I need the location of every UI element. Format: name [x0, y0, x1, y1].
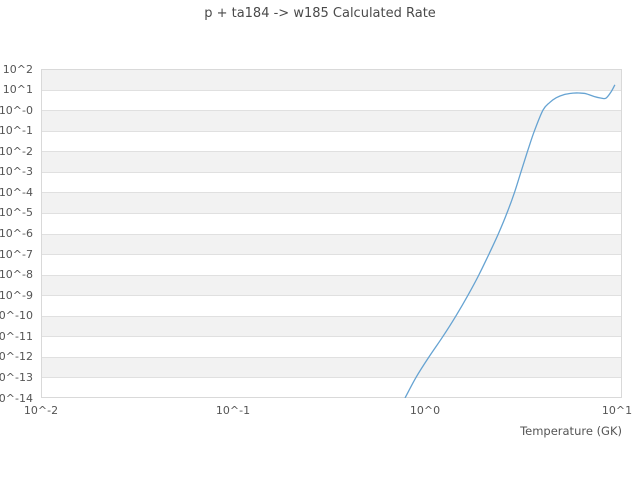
y-tick-label: 10^-5 — [0, 206, 33, 220]
x-axis-title: Temperature (GK) — [520, 424, 622, 438]
x-tick-label: 10^-1 — [215, 404, 251, 417]
y-tick-label: 10^-10 — [0, 309, 33, 323]
gridline — [42, 130, 621, 132]
plot-band — [42, 356, 621, 378]
gridline — [42, 295, 621, 297]
x-tick-label: 10^0 — [409, 404, 441, 417]
gridline — [42, 356, 621, 358]
plot-band — [42, 110, 621, 131]
gridline — [42, 192, 621, 194]
y-tick-label: 10^-0 — [0, 103, 33, 117]
gridline — [42, 171, 621, 173]
plot-band — [42, 377, 621, 397]
y-tick-label: 10^-4 — [0, 185, 33, 199]
gridline — [42, 89, 621, 91]
plot-band — [42, 233, 621, 255]
plot-band — [42, 171, 621, 193]
gridline — [42, 254, 621, 256]
plot-band — [42, 192, 621, 213]
plot-area — [41, 69, 622, 398]
gridline — [42, 315, 621, 317]
gridline — [42, 151, 621, 153]
y-tick-label: 10^-6 — [0, 227, 33, 240]
gridline — [42, 274, 621, 276]
y-tick-label: 10^-8 — [0, 268, 33, 282]
plot-band — [42, 274, 621, 296]
gridline — [42, 233, 621, 235]
y-tick-label: 10^-3 — [0, 165, 33, 179]
y-tick-label: 10^-7 — [0, 247, 33, 261]
y-tick-label: 10^2 — [2, 62, 33, 76]
y-tick-label: 10^-13 — [0, 370, 33, 384]
y-tick-label: 10^-1 — [0, 124, 33, 138]
gridline — [42, 110, 621, 112]
y-tick-label: 10^-9 — [0, 288, 33, 302]
y-tick-label: 10^-14 — [0, 391, 33, 405]
y-tick-label: 10^1 — [2, 83, 33, 97]
gridline — [42, 377, 621, 379]
plot-band — [42, 151, 621, 172]
gridline — [42, 212, 621, 214]
y-tick-label: 10^-11 — [0, 329, 33, 343]
x-tick-label: 10^-2 — [23, 404, 59, 417]
plot-band — [42, 295, 621, 316]
x-tick-label: 10^1 — [601, 404, 633, 417]
y-tick-label: 10^-12 — [0, 350, 33, 364]
plot-band — [42, 336, 621, 357]
gridline — [42, 336, 621, 338]
plot-band — [42, 70, 621, 90]
plot-band — [42, 315, 621, 337]
plot-band — [42, 254, 621, 275]
chart-title: p + ta184 -> w185 Calculated Rate — [204, 6, 436, 21]
y-tick-label: 10^-2 — [0, 144, 33, 158]
plot-band — [42, 130, 621, 152]
plot-band — [42, 89, 621, 111]
plot-band — [42, 212, 621, 234]
